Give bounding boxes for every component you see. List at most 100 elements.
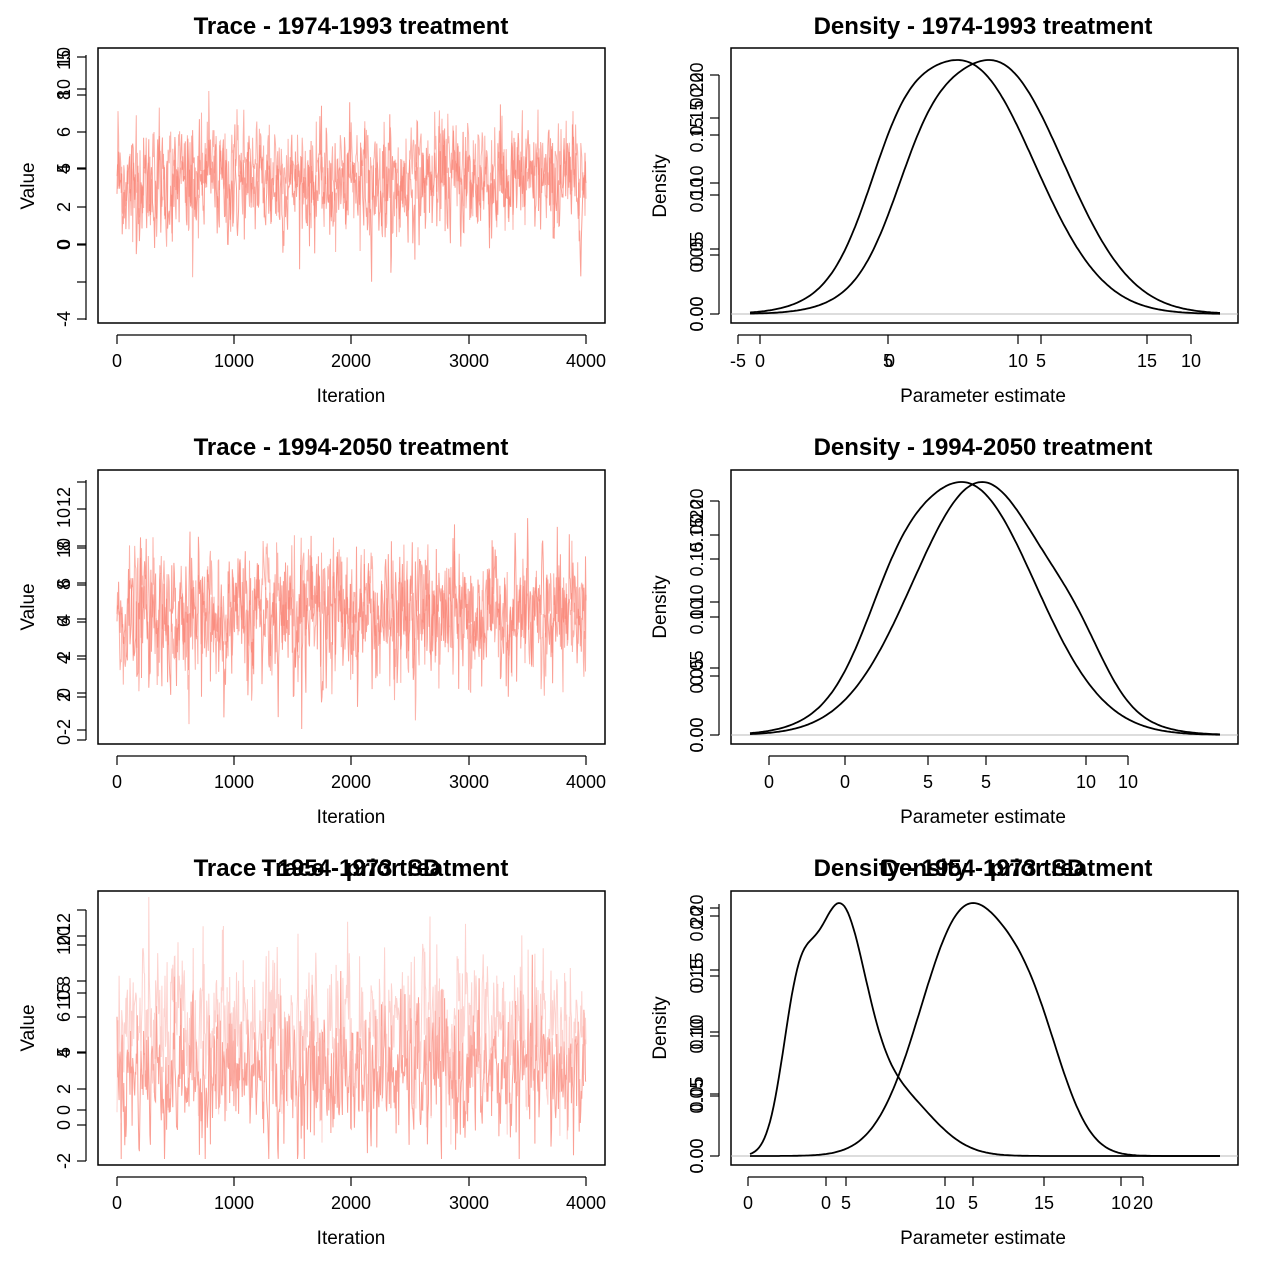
y-tick-label: -4 [54,311,74,327]
x-tick-label: 0 [755,351,765,371]
y-tick-label: 6 [54,578,74,588]
x-axis: 0 1000 2000 3000 4000 [112,334,606,371]
x-tick-label: 0 [885,351,895,371]
x-tick-label: 5 [841,1193,851,1213]
y-axis-label: Density [650,575,671,639]
y-tick-label: 5 [54,163,74,173]
y-tick-label: 20 [54,926,74,946]
panel-title: Density - 1974-1993 treatment [814,13,1153,40]
x-tick-label: 10 [935,1193,955,1213]
x-axis: 0 5 10 0 5 10 [764,755,1138,792]
y-tick-label: 0.10 [687,584,707,619]
trace-series-group [116,90,587,282]
y-tick-label: 2 [54,1084,74,1094]
y-tick-label: 4 [54,654,74,664]
y-tick-label: 10 [54,935,74,955]
x-tick-label: 0 [112,1193,122,1213]
y-tick-label: 0 [54,239,74,249]
y-tick-label: 4 [54,614,74,624]
y-tick-label: 0 [54,735,74,745]
trace-series-group [116,896,587,1160]
y-axis-label: Value [18,1004,39,1051]
y-tick-label: 2 [54,651,74,661]
y-tick-label: 5 [54,1047,74,1057]
y-tick-label: 0.05 [687,650,707,685]
x-axis: 0 1000 2000 3000 4000 [112,755,606,792]
y-axis-label: Density [650,154,671,218]
plot-frame [730,47,1239,324]
y-tick-label: 8 [54,541,74,551]
y-tick-label: 0.10 [687,165,707,200]
y-tick-label: 0.15 [687,958,707,993]
x-tick-label: 20 [1133,1193,1153,1213]
trace-panel-1994-2050: Trace - 1994-2050 treatment 0 1000 2000 … [18,434,606,828]
density-panel-1994-2050: Density - 1994-2050 treatment 0 5 10 0 5… [650,434,1239,828]
y-tick-label: 0.15 [687,517,707,552]
y-tick-label: 0.10 [687,177,707,212]
x-axis-label: Iteration [317,1228,386,1249]
y-tick-label: 10 [54,990,74,1010]
x-tick-label: 10 [1181,351,1201,371]
plot-frame [730,469,1239,745]
y-tick-label: 0.05 [687,237,707,272]
x-tick-label: 0 [764,772,774,792]
plot-frame [97,469,606,745]
x-tick-label: -5 [730,351,746,371]
x-tick-label: 5 [883,351,893,371]
y-tick-label: 12 [54,487,74,507]
panel-title-overlay: Trace - prior SD [262,855,441,882]
y-axis: 0.00 0.05 0.10 0.15 0.20 0.00 0.05 0.10 … [687,62,720,332]
y-tick-label: 0.15 [687,117,707,152]
y-tick-label: 0.20 [687,72,707,107]
y-tick-label: 10 [54,47,74,67]
y-tick-label: 8 [54,976,74,986]
y-tick-label: 0.05 [687,1076,707,1111]
density-series-group [749,902,1220,1157]
x-tick-label: 4000 [566,351,606,371]
x-tick-label: 4000 [566,1193,606,1213]
y-tick-label: 0.20 [687,499,707,534]
x-tick-label: 0 [840,772,850,792]
y-tick-label: 0.10 [687,1014,707,1049]
panel-title: Trace - 1974-1993 treatment [194,13,509,40]
x-axis: 0 5 10 15 20 0 5 10 [743,1176,1153,1213]
panel-title: Density - 1994-2050 treatment [814,434,1153,461]
x-tick-label: 2000 [331,772,371,792]
x-axis: -5 0 5 10 15 0 5 10 [730,334,1201,371]
y-tick-label: 0.15 [687,100,707,135]
x-tick-label: 5 [968,1193,978,1213]
y-axis: 0 2 4 6 8 10 12 -2 0 5 10 15 20 [54,909,87,1169]
panel-title: Density - 1954-1973 treatment [814,855,1153,882]
x-tick-label: 0 [743,1193,753,1213]
y-tick-label: 0.05 [687,658,707,693]
x-tick-label: 10 [1118,772,1138,792]
y-tick-label: 10 [54,538,74,558]
density-curve-series-2 [750,902,1220,1157]
density-curve-series-2 [750,59,1220,315]
trace-line-series-2 [116,896,587,1145]
density-curve-series-1 [749,59,1221,315]
y-tick-label: 0.20 [687,488,707,523]
x-tick-label: 5 [923,772,933,792]
y-tick-label: 0.00 [687,296,707,331]
y-tick-label: 0 [54,240,74,250]
y-tick-label: 10 [54,79,74,99]
trace-line-series-2 [116,90,587,278]
trace-series-group [116,518,587,730]
x-tick-label: 2000 [331,351,371,371]
y-tick-label: 0 [54,688,74,698]
y-tick-label: 0.05 [687,1078,707,1113]
x-tick-label: 3000 [449,772,489,792]
y-tick-label: 0.15 [687,541,707,576]
density-series-group [749,59,1221,315]
trace-panel-1974-1993: Trace - 1974-1993 treatment 0 1000 2000 … [18,13,606,407]
y-tick-label: 6 [54,1012,74,1022]
y-tick-label: 0.10 [687,1018,707,1053]
x-axis-label: Parameter estimate [900,1228,1066,1249]
y-tick-label: 0.10 [687,599,707,634]
y-tick-label: 8 [54,90,74,100]
y-tick-label: 6 [54,127,74,137]
y-tick-label: 0.00 [687,296,707,331]
x-axis-label: Iteration [317,807,386,828]
y-tick-label: 0.00 [687,1138,707,1173]
